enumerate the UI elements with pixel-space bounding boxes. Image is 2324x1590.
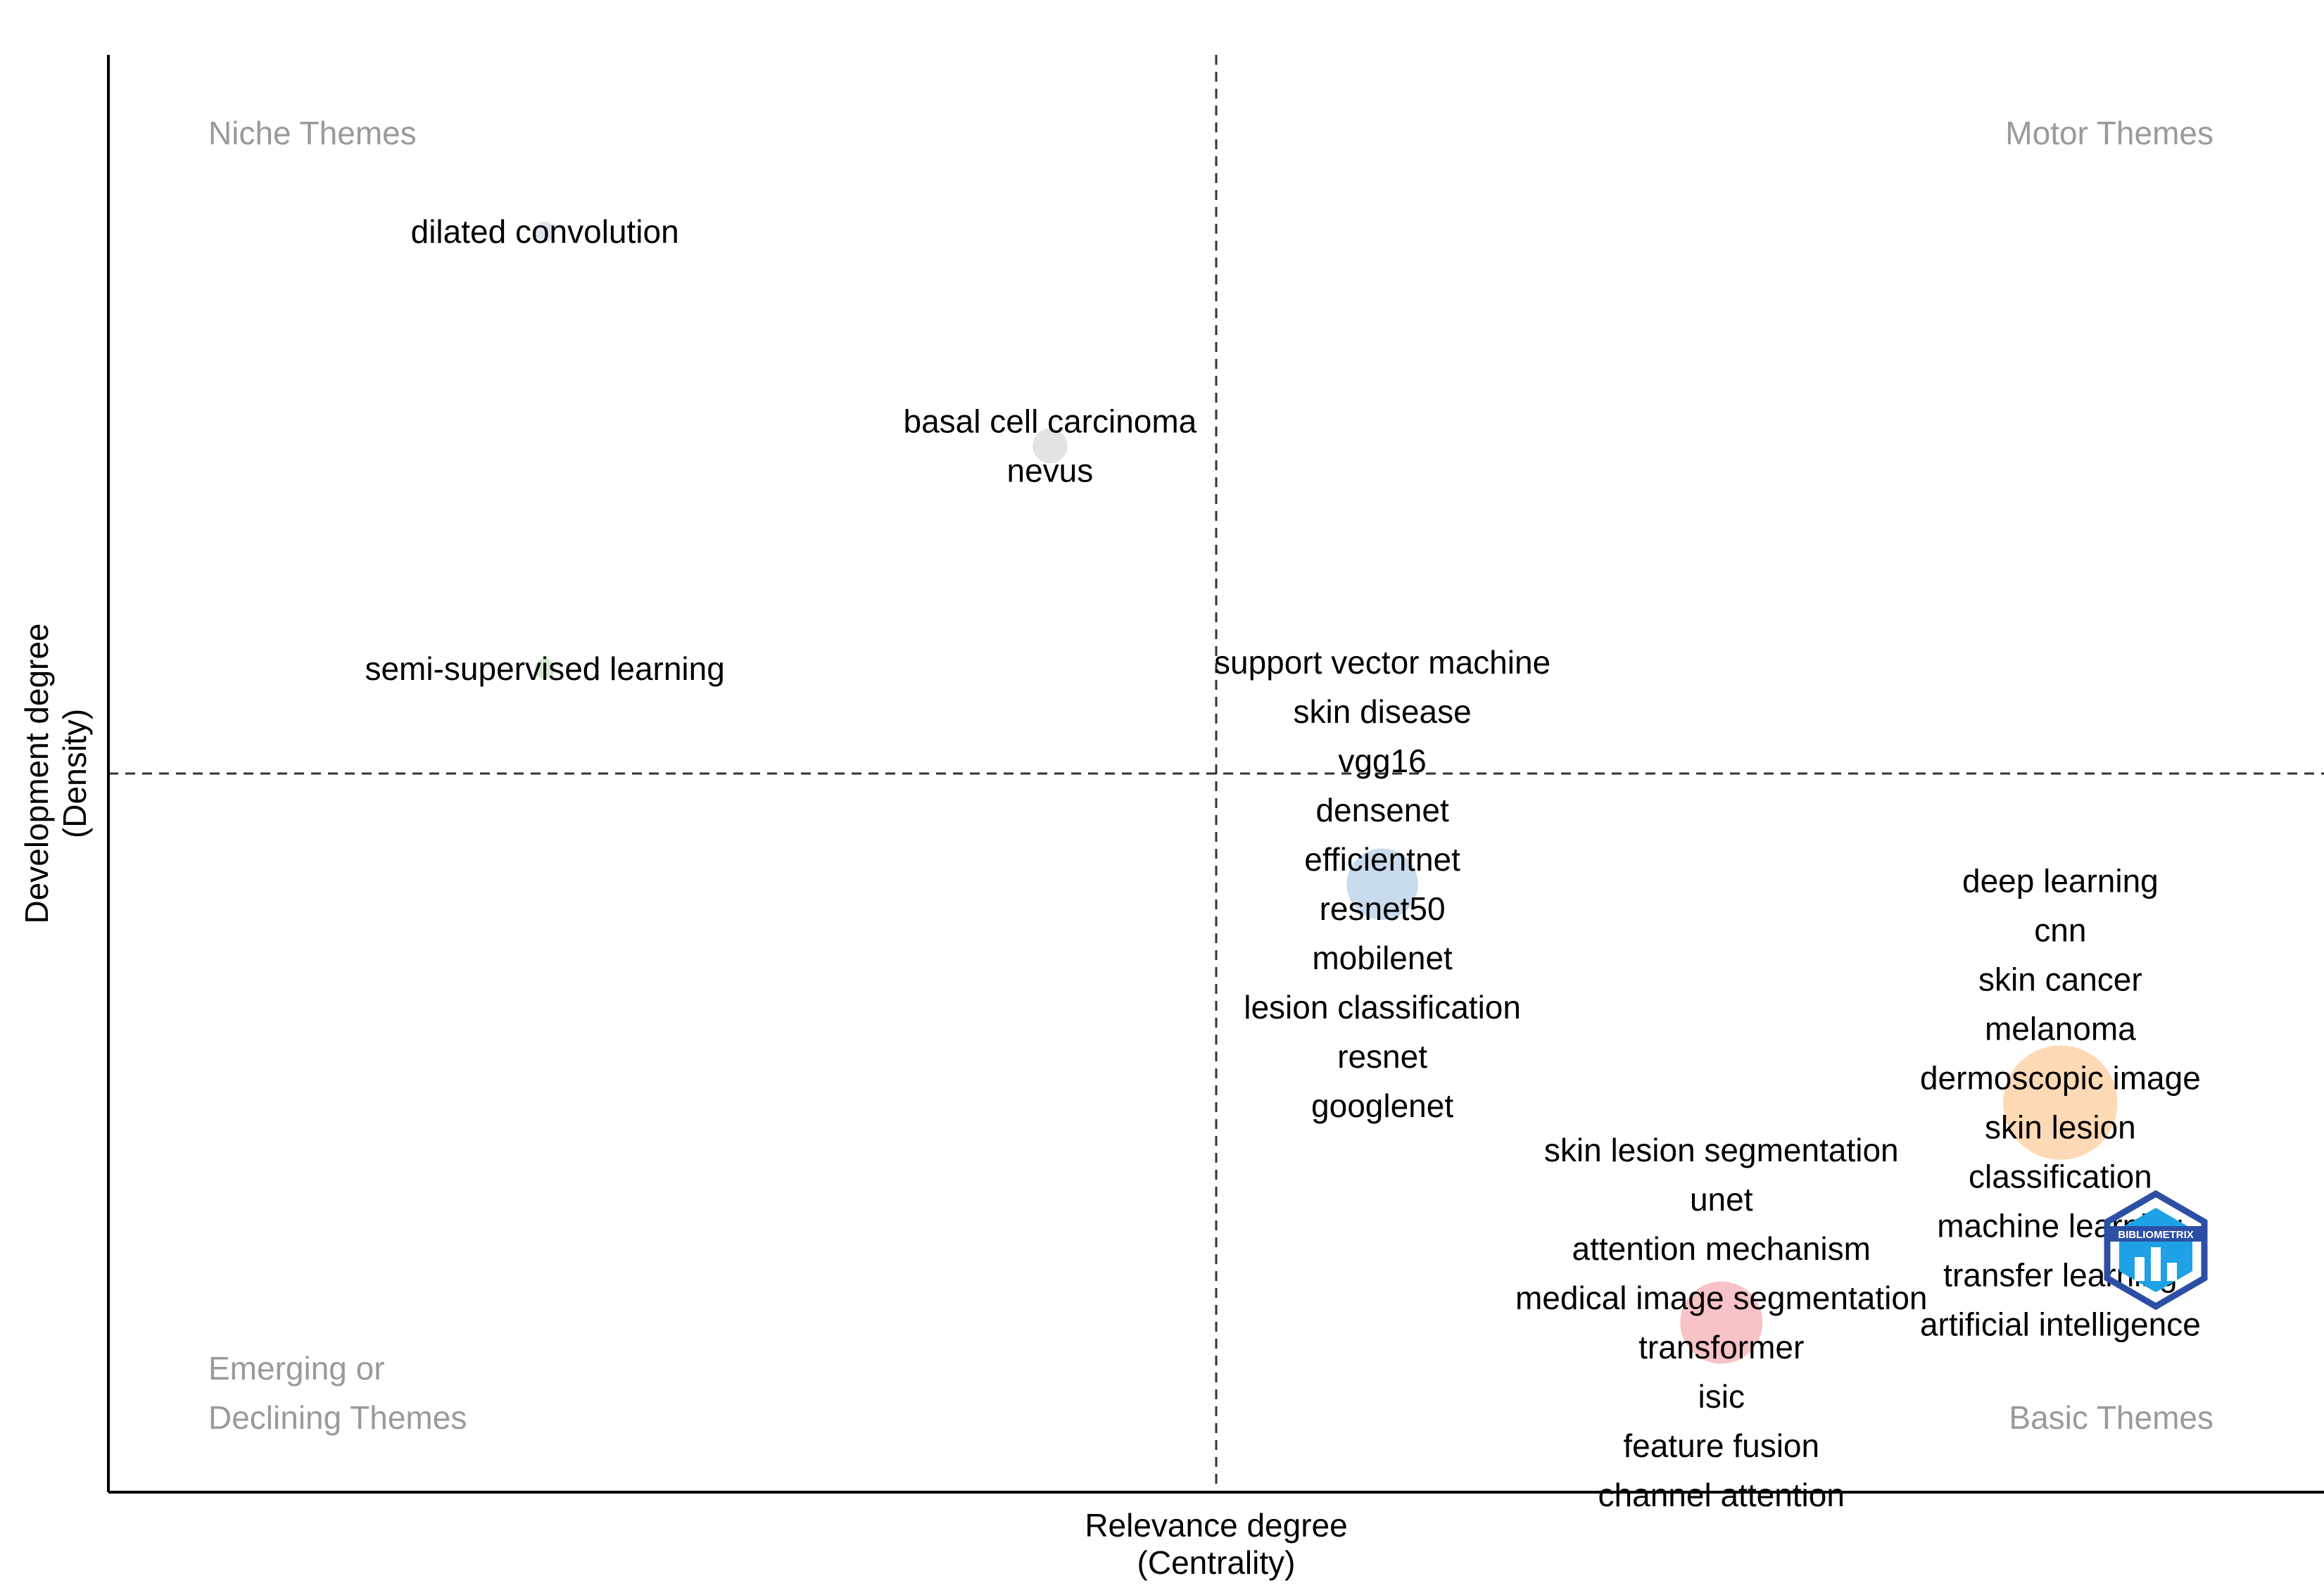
cluster-label: melanoma [1985,1011,2136,1047]
cluster-label: isic [1698,1378,1745,1415]
logo-bar-2 [2151,1247,2161,1281]
cluster-label: mobilenet [1312,940,1453,976]
cluster-label: transformer [1638,1329,1804,1365]
cluster-label: googlenet [1311,1087,1453,1124]
cluster-bubble-1 [1032,428,1068,464]
cluster-label: artificial intelligence [1920,1306,2201,1343]
cluster-label: nevus [1007,452,1094,488]
cluster-label: skin lesion [1985,1109,2136,1146]
x-axis-title: Relevance degree [1085,1507,1347,1544]
cluster-label: basal cell carcinoma [904,403,1197,439]
cluster-label: deep learning [1962,863,2159,900]
cluster-bubble-2 [534,658,555,679]
quadrant-label-motor: Motor Themes [2005,115,2214,151]
quadrant-label-niche: Niche Themes [208,115,417,151]
cluster-label: skin lesion segmentation [1544,1132,1899,1168]
cluster-label: classification [1969,1159,2152,1195]
x-axis-subtitle: (Centrality) [1137,1544,1296,1581]
logo-bar-1 [2135,1257,2145,1281]
cluster-label: support vector machine [1214,644,1551,681]
cluster-label: dermoscopic image [1920,1060,2201,1097]
logo-banner [2105,1226,2206,1242]
logo-outer-hexagon [2104,1190,2208,1311]
cluster-bubble-5 [1680,1281,1763,1364]
logo-bar-3 [2167,1263,2177,1281]
quadrant-label-basic: Basic Themes [2009,1399,2214,1436]
cluster-label: densenet [1315,792,1448,828]
cluster-labels: dilated convolution basal cell carcinoma n… [365,213,2200,1513]
cluster-label: skin cancer [1978,961,2142,998]
cluster-label: resnet [1337,1038,1427,1075]
cluster-label: unet [1690,1181,1753,1218]
y-axis-title: Development degree [18,623,55,923]
cluster-label: semi-supervised learning [365,650,724,687]
cluster-label: lesion classification [1244,989,1521,1026]
y-axis-subtitle: (Density) [56,709,93,838]
cluster-label: vgg16 [1338,743,1426,779]
cluster-label: resnet50 [1320,890,1446,927]
cluster-label: medical image segmentation [1515,1280,1928,1316]
cluster-label: feature fusion [1623,1427,1819,1464]
cluster-label: skin disease [1294,693,1472,730]
cluster-label: efficientnet [1304,841,1460,878]
quadrant-label-emerging-line1: Emerging or [208,1350,385,1387]
bibliometrix-logo: BIBLIOMETRIX [2104,1190,2208,1311]
logo-text: BIBLIOMETRIX [2118,1229,2194,1241]
cluster-bubble-0 [534,221,555,242]
cluster-label: cnn [2034,912,2086,949]
quadrant-label-emerging-line2: Declining Themes [208,1399,467,1436]
cluster-label: channel attention [1598,1477,1845,1513]
cluster-label: dilated convolution [411,213,679,250]
cluster-bubble-4 [2003,1045,2118,1160]
cluster-label: attention mechanism [1572,1230,1871,1267]
cluster-bubble-3 [1346,848,1418,920]
cluster-bubbles [534,221,2118,1364]
